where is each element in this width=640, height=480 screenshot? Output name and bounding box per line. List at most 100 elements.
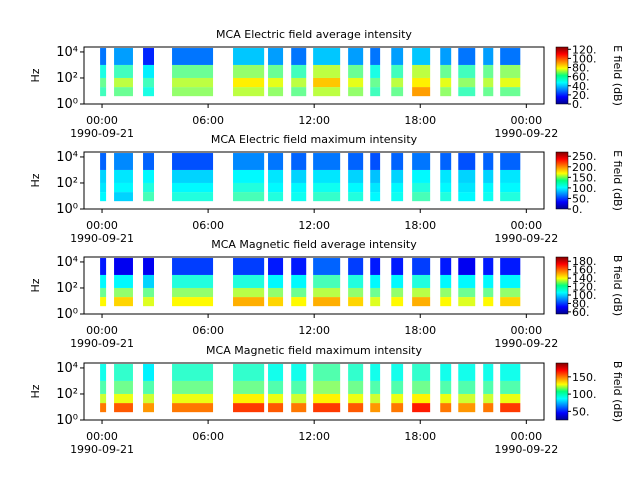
x-tick-label: 00:00 1990-09-21 [70,219,134,245]
x-tick-label: 06:00 [192,430,224,443]
heatmap-cell [268,64,284,78]
heatmap-cell [370,153,381,170]
heatmap-cell [348,87,364,97]
colorbar-label: B field (dB) [611,361,624,422]
heatmap-cell [370,182,381,193]
colorbar-tick-label: 150. [572,171,597,184]
heatmap-cell [370,48,381,65]
heatmap-cell [391,182,404,193]
heatmap-cell [348,393,364,404]
y-tick-label: 10⁴ [56,361,78,376]
heatmap-cell [313,364,341,381]
heatmap-cell [348,380,364,394]
heatmap-cell [114,297,133,307]
heatmap-cell [291,403,307,413]
heatmap-cell [233,153,265,170]
heatmap-cell [291,274,307,288]
heatmap-cell [500,274,521,288]
heatmap-cell [233,297,265,307]
heatmap-cell [143,380,155,394]
heatmap-cell [440,169,452,183]
heatmap-cell [391,64,404,78]
heatmap-cell [500,380,521,394]
colorbar-tick-label: 160. [572,264,597,277]
heatmap-cell [143,403,155,413]
heatmap-cell [483,393,494,404]
heatmap-cell [172,64,214,78]
heatmap-cell [370,258,381,275]
heatmap-cell [412,169,431,183]
heatmap-cell [172,287,214,298]
y-tick-label: 10² [56,176,78,191]
heatmap-cell [268,287,284,298]
heatmap-cell [172,48,214,65]
heatmap-cell [500,393,521,404]
y-tick-label: 10⁴ [56,255,78,270]
heatmap-cell [114,192,133,202]
colorbar-tick-label: 180. [572,255,597,268]
heatmap-cell [483,87,494,97]
heatmap-cell [500,87,521,97]
y-tick-label: 10⁴ [56,45,78,60]
colorbar-tick-label: 80. [572,62,590,75]
heatmap-cell [114,153,133,170]
heatmap-cell [233,393,265,404]
colorbar [555,46,569,105]
heatmap-cell [143,87,155,97]
heatmap-cell [143,153,155,170]
y-tick-label: 10⁴ [56,150,78,165]
heatmap-cell [458,153,476,170]
y-tick-label: 10⁰ [56,97,78,112]
x-tick-label: 18:00 [404,219,436,232]
heatmap-cell [391,403,404,413]
heatmap-cell [348,364,364,381]
heatmap-cell [391,287,404,298]
heatmap-cell [500,77,521,88]
heatmap-cell [500,258,521,275]
heatmap-cell [412,77,431,88]
colorbar-label: E field (dB) [611,45,624,106]
heatmap-cell [114,64,133,78]
x-tick-label: 18:00 [404,324,436,337]
chart-title: MCA Electric field maximum intensity [211,133,418,146]
heatmap-cell [100,297,107,307]
heatmap-cell [500,287,521,298]
heatmap-cell [233,364,265,381]
heatmap-cell [483,287,494,298]
heatmap-cell [291,192,307,202]
heatmap-cell [114,380,133,394]
heatmap-cell [458,403,476,413]
heatmap-cell [291,258,307,275]
heatmap-cell [114,403,133,413]
y-axis-label: Hz [29,68,42,82]
heatmap-cell [313,77,341,88]
colorbar-tick-label: 80. [572,297,590,310]
heatmap-cell [291,297,307,307]
heatmap-cell [313,192,341,202]
heatmap-cell [291,380,307,394]
heatmap-cell [143,364,155,381]
heatmap-cell [291,153,307,170]
heatmap-cell [391,48,404,65]
heatmap-cell [172,169,214,183]
heatmap-cell [313,287,341,298]
colorbar-tick-label: 100. [572,182,597,195]
heatmap-cell [370,380,381,394]
heatmap-cell [348,48,364,65]
heatmap-cell [172,192,214,202]
heatmap-cell [483,192,494,202]
colorbar-tick-label: 250. [572,150,597,163]
heatmap-cell [458,274,476,288]
chart-title: MCA Electric field average intensity [216,28,412,41]
heatmap-cell [370,297,381,307]
heatmap-cell [313,393,341,404]
heatmap-cell [500,48,521,65]
heatmap-cell [114,364,133,381]
heatmap-cell [100,87,107,97]
heatmap-cell [114,393,133,404]
heatmap-cell [268,393,284,404]
heatmap-cell [313,48,341,65]
heatmap-cell [100,364,107,381]
heatmap-cell [391,274,404,288]
heatmap-cell [391,297,404,307]
